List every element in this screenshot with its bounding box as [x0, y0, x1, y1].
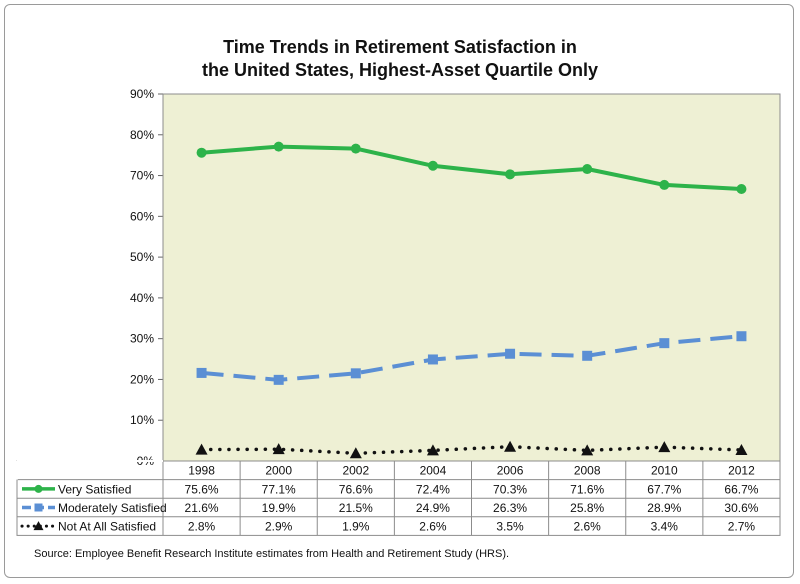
data-table-value: 77.1% [262, 482, 296, 496]
y-tick-label: 20% [130, 372, 154, 386]
data-point-moderately-satisfied [273, 374, 284, 385]
legend-key-marker [34, 503, 43, 512]
x-category-label: 2004 [420, 464, 447, 478]
data-point-moderately-satisfied [350, 368, 361, 379]
data-table-value: 3.5% [496, 520, 524, 534]
data-point-moderately-satisfied [659, 338, 670, 349]
data-point-very-satisfied [582, 164, 593, 175]
data-table-value: 2.8% [188, 520, 216, 534]
data-point-very-satisfied [273, 141, 284, 152]
legend-series-name: Very Satisfied [58, 482, 131, 496]
data-point-not-at-all-satisfied [735, 443, 748, 455]
data-point-very-satisfied [196, 147, 207, 158]
y-tick-label: 80% [130, 128, 154, 142]
x-category-label: 1998 [188, 464, 215, 478]
data-point-moderately-satisfied [427, 354, 438, 365]
y-tick-label: 60% [130, 209, 154, 223]
data-table-value: 19.9% [262, 501, 296, 515]
data-point-not-at-all-satisfied [195, 443, 208, 455]
data-point-moderately-satisfied [736, 331, 747, 342]
data-point-moderately-satisfied [196, 367, 207, 378]
data-table-value: 26.3% [493, 501, 527, 515]
x-category-label: 2002 [342, 464, 369, 478]
data-point-not-at-all-satisfied [504, 440, 517, 452]
data-table-value: 67.7% [647, 482, 681, 496]
legend-series-name: Moderately Satisfied [58, 501, 167, 515]
y-tick-label: 10% [130, 413, 154, 427]
data-table-value: 76.6% [339, 482, 373, 496]
data-table-value: 28.9% [647, 501, 681, 515]
data-point-moderately-satisfied [582, 350, 593, 361]
x-category-label: 2000 [265, 464, 292, 478]
y-tick-label: 40% [130, 291, 154, 305]
data-table-value: 66.7% [724, 482, 758, 496]
data-point-not-at-all-satisfied [272, 443, 285, 455]
data-point-not-at-all-satisfied [581, 444, 594, 456]
data-table-value: 2.6% [419, 520, 447, 534]
data-point-not-at-all-satisfied [658, 441, 671, 453]
data-table-value: 2.7% [728, 520, 756, 534]
plot-area [162, 93, 781, 462]
data-point-very-satisfied [427, 160, 438, 171]
y-tick-label: 50% [130, 250, 154, 264]
y-tick-label: 70% [130, 169, 154, 183]
data-table-value: 21.6% [185, 501, 219, 515]
legend-series-name: Not At All Satisfied [58, 520, 156, 534]
x-category-label: 2010 [651, 464, 678, 478]
data-table-value: 71.6% [570, 482, 604, 496]
data-point-very-satisfied [659, 179, 670, 190]
data-table-value: 3.4% [651, 520, 679, 534]
series-line-very-satisfied [201, 144, 742, 191]
legend-key-marker [34, 484, 43, 493]
y-tick-label: 30% [130, 332, 154, 346]
data-table-value: 1.9% [342, 520, 370, 534]
data-table-value: 72.4% [416, 482, 450, 496]
data-table-value: 30.6% [724, 501, 758, 515]
source-note: Source: Employee Benefit Research Instit… [34, 548, 510, 560]
data-table-value: 25.8% [570, 501, 604, 515]
data-table-value: 24.9% [416, 501, 450, 515]
series-line-moderately-satisfied [201, 334, 742, 382]
data-table-value: 75.6% [185, 482, 219, 496]
data-point-very-satisfied [350, 143, 361, 154]
data-point-very-satisfied [505, 169, 516, 180]
data-point-very-satisfied [736, 184, 747, 195]
x-category-label: 2006 [497, 464, 524, 478]
legend-key-marker [33, 521, 44, 531]
chart-title-line-2: the United States, Highest-Asset Quartil… [201, 60, 599, 80]
data-point-not-at-all-satisfied [426, 444, 439, 456]
series-line-not-at-all-satisfied [199, 444, 744, 456]
x-category-label: 2008 [574, 464, 601, 478]
data-table-value: 2.9% [265, 520, 293, 534]
data-point-moderately-satisfied [505, 348, 516, 359]
data-table-value: 2.6% [574, 520, 602, 534]
data-table-value: 21.5% [339, 501, 373, 515]
x-category-label: 2012 [728, 464, 755, 478]
data-table-value: 70.3% [493, 482, 527, 496]
y-tick-label: 90% [130, 87, 154, 101]
data-point-not-at-all-satisfied [349, 447, 362, 459]
chart-title-line-1: Time Trends in Retirement Satisfaction i… [223, 37, 577, 57]
